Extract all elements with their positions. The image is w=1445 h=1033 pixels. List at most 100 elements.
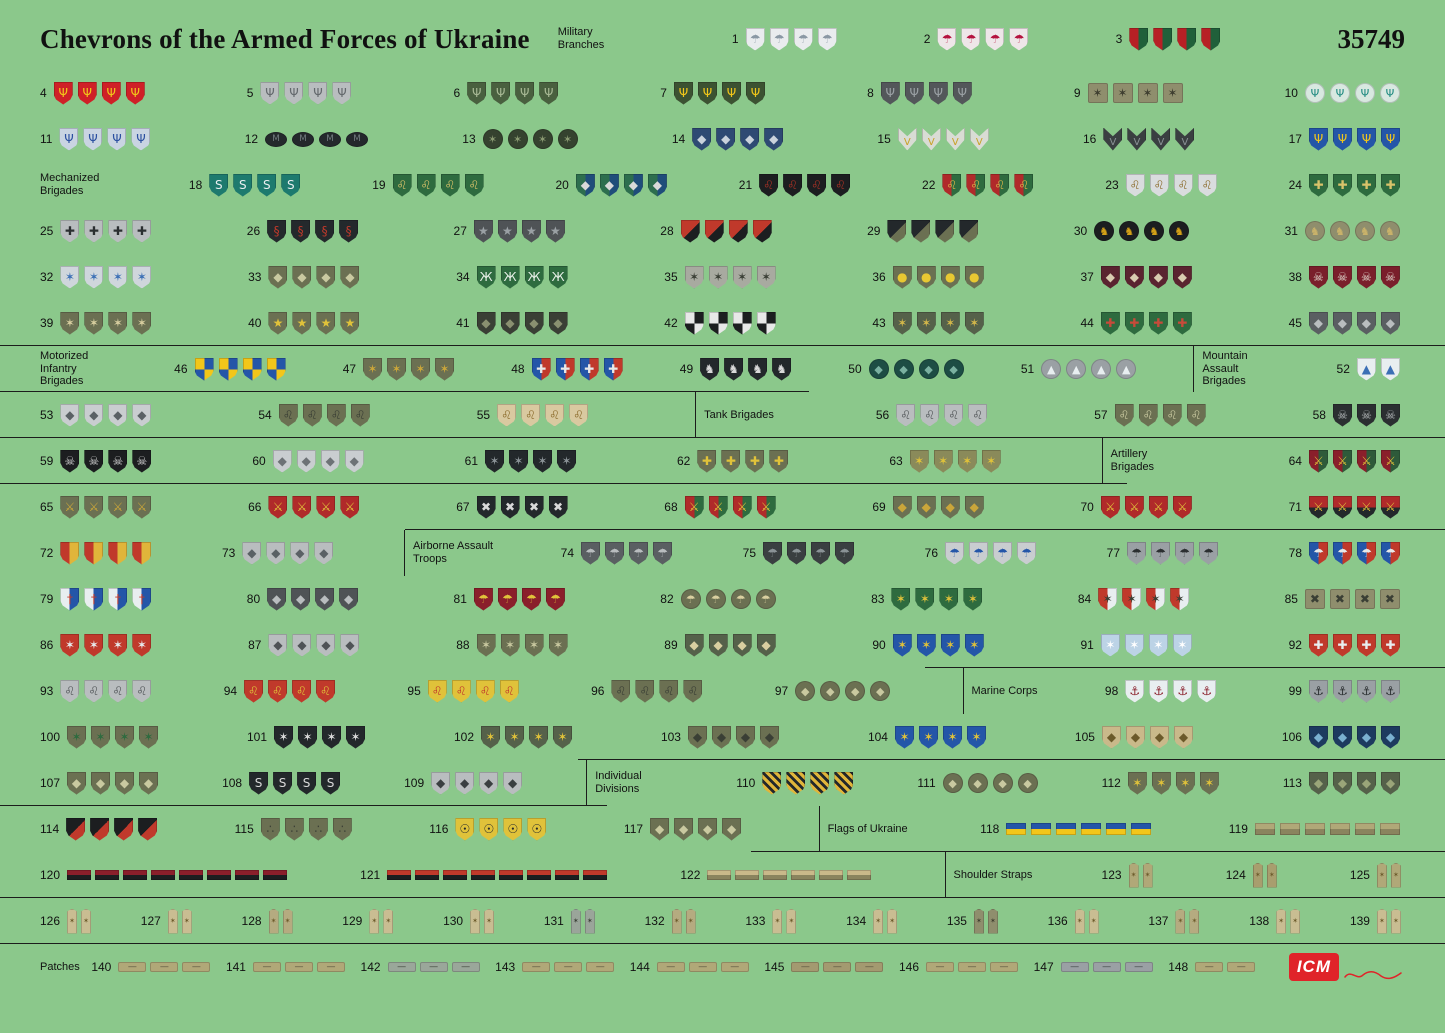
emblem-glyph: ◆ [436, 776, 446, 790]
row: 126 ✶ ✶ 127 ✶ ✶ 128 ✶ ✶ 129 ✶ ✶ 130 ✶ ✶ 131 ✶ ✶ 132 ✶ ✶ 133 ✶ ✶… [0, 898, 1445, 944]
emblem-glyph: ◆ [296, 592, 306, 606]
emblem-glyph: ▲ [1071, 362, 1081, 376]
emblem-glyph: ◆ [973, 776, 982, 790]
chevron-group: 47 ✶ ✶ ✶ ✶ [343, 357, 459, 381]
emblem-glyph: — [864, 961, 874, 972]
header-groups: 1 ☂ ☂ ☂ ☂ 2 ☂ ☂ ☂ ☂ 3 [650, 27, 1308, 51]
section-label: Mechanized Brigades [40, 172, 100, 197]
chevron-icon [1006, 823, 1027, 835]
chevron-icon: ♞ [748, 357, 768, 381]
chevron-group: 143 — — — [495, 960, 618, 974]
item-number: 83 [871, 592, 885, 606]
item-number: 130 [443, 914, 464, 928]
chevron-icon: ⚓ [1332, 679, 1352, 703]
chevron-icon: ♞ [1119, 221, 1140, 241]
chevron-icon: ✶ [557, 449, 577, 473]
chevron-icon: ☂ [937, 27, 957, 51]
item-number: 6 [453, 86, 461, 100]
emblem-glyph: ☂ [1385, 546, 1396, 560]
chevron-group: 79 † † † † [40, 587, 156, 611]
emblem-glyph: ⚔ [1361, 454, 1372, 468]
chevron-icon: ⚔ [1124, 495, 1144, 519]
chevron-group: 127 ✶ ✶ [141, 908, 196, 934]
chevron-icon: — [823, 962, 852, 972]
emblem-glyph: ♌ [639, 684, 651, 698]
chevron-group: 68 ⚔ ⚔ ⚔ ⚔ [664, 495, 780, 519]
item-number: 103 [660, 730, 681, 744]
chevron-icon: ♌ [659, 679, 679, 703]
chevron-group: 86 ✶ ✶ ✶ ✶ [40, 633, 156, 657]
chevron-icon [756, 311, 776, 335]
item-number: 71 [1288, 500, 1302, 514]
chevron-icon: ✶ [1162, 83, 1183, 103]
chevron-icon: Ψ [131, 127, 151, 151]
chevron-icon: — [522, 962, 551, 972]
emblem-glyph: ✶ [485, 730, 496, 744]
emblem-glyph: ✶ [563, 132, 573, 146]
emblem-glyph: ✚ [1129, 316, 1140, 330]
chevron-icon: ♌ [244, 679, 264, 703]
chevron-icon: ✚ [132, 219, 152, 243]
item-number: 63 [889, 454, 903, 468]
chevron-icon: ✶ [524, 633, 544, 657]
emblem-glyph: ◆ [692, 730, 703, 744]
chevron-icon: ◆ [708, 633, 728, 657]
emblem-glyph: ✶ [326, 730, 337, 744]
emblem-glyph: Ψ [957, 86, 967, 100]
emblem-glyph: ◆ [1106, 730, 1117, 744]
chevron-icon: ♌ [464, 173, 484, 197]
emblem-glyph: ★ [502, 224, 513, 238]
chevron-icon: S [297, 771, 317, 795]
emblem-glyph: ◆ [1153, 270, 1163, 284]
chevron-icon: ✶ [91, 725, 111, 749]
row: 25 ✚ ✚ ✚ ✚ 26 § § § § 27 ★ ★ ★ ★ 28 29 30 ♞ ♞ ♞ ♞ 31 ♞ ♞ ♞ ♞ [0, 208, 1445, 254]
emblem-glyph: ✶ [385, 916, 392, 925]
item-number: 107 [40, 776, 61, 790]
item-number: 67 [456, 500, 470, 514]
chevron-icon [194, 357, 214, 381]
emblem-glyph: ◆ [297, 638, 307, 652]
emblem-glyph: ◆ [875, 684, 885, 698]
emblem-glyph: ◆ [850, 684, 860, 698]
chevron-icon: Ψ [284, 81, 304, 105]
emblem-glyph: V [1181, 136, 1189, 148]
emblem-glyph: ◆ [277, 454, 287, 468]
chevron-icon: — [182, 962, 211, 972]
chevron-icon: ◆ [290, 541, 310, 565]
chevron-icon: — [451, 962, 480, 972]
chevron-group: 49 ♞ ♞ ♞ ♞ [680, 357, 796, 381]
chevron-icon: ☂ [545, 587, 565, 611]
chevron-icon: ◆ [292, 633, 312, 657]
item-number: 115 [234, 822, 254, 836]
emblem-glyph: Ψ [313, 86, 323, 100]
chevron-icon: ✶ [84, 265, 104, 289]
chevron-icon: ♌ [278, 403, 298, 427]
chevron-icon: ♌ [1114, 403, 1134, 427]
chevron-icon: ☠ [1332, 265, 1352, 289]
emblem-glyph: ✚ [560, 362, 571, 376]
emblem-glyph: ✶ [947, 730, 958, 744]
emblem-glyph: ✶ [136, 316, 147, 330]
chevron-icon [1329, 823, 1350, 835]
item-number: 144 [629, 960, 650, 974]
emblem-glyph: ♌ [948, 408, 960, 422]
item-number: 122 [680, 868, 701, 882]
chevron-icon: ◆ [1356, 311, 1376, 335]
chevron-icon: Ψ [697, 81, 717, 105]
chevron-icon: ∴ [284, 817, 304, 841]
emblem-glyph: ◆ [740, 730, 751, 744]
chevron-icon: ◆ [1148, 265, 1168, 289]
item-number: 119 [1228, 822, 1248, 836]
emblem-glyph: Ж [503, 270, 517, 284]
item-number: 70 [1080, 500, 1094, 514]
chevron-icon: ✶ [108, 633, 128, 657]
emblem-glyph: ♌ [320, 684, 331, 698]
emblem-glyph: V [975, 136, 983, 148]
chevron-icon: ♞ [724, 357, 744, 381]
chevron-group: 132 ✶ ✶ [645, 908, 700, 934]
chevron-icon: M [319, 131, 342, 147]
row: 86 ✶ ✶ ✶ ✶ 87 ◆ ◆ ◆ ◆ 88 ✶ ✶ ✶ ✶ 89 ◆ ◆ ◆ ◆ 90 ✶ ✶ ✶ ✶ 91 ✶ ✶ ✶ ✶ 92 ✚ ✚… [0, 622, 1445, 668]
emblem-glyph: ♞ [1099, 224, 1110, 238]
emblem-glyph: ♌ [663, 684, 675, 698]
item-number: 8 [867, 86, 874, 100]
